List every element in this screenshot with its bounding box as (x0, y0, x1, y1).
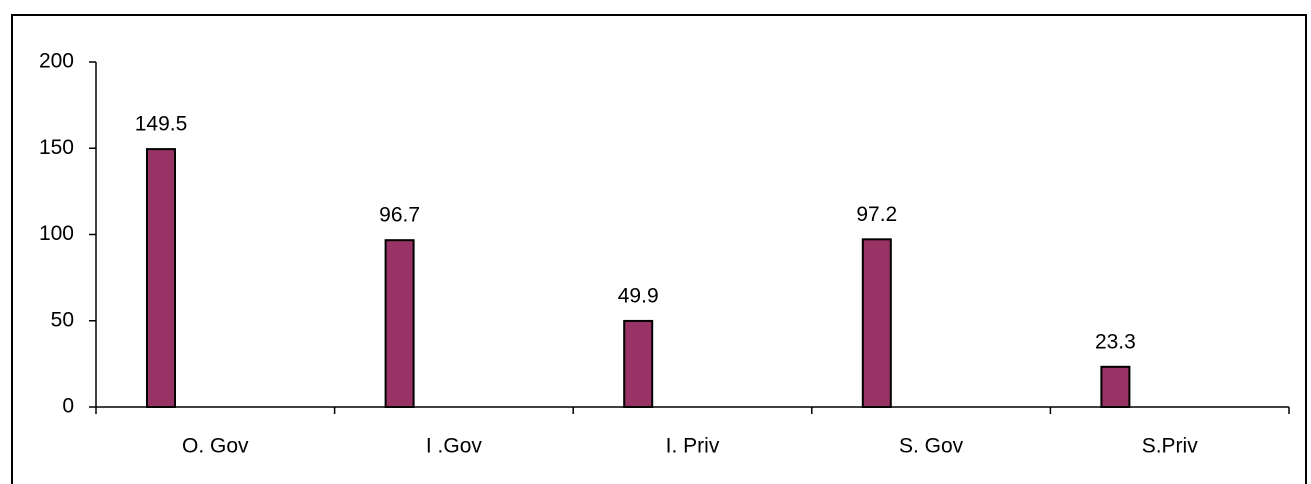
y-tick-label: 200 (39, 50, 74, 73)
bar (146, 148, 176, 409)
data-label: 49.9 (618, 284, 659, 307)
y-tick-label: 50 (51, 308, 74, 331)
chart-frame (11, 14, 1307, 484)
x-tick-label: S.Priv (1142, 435, 1199, 458)
x-tick-label: S. Gov (899, 435, 964, 458)
data-label: 149.5 (135, 113, 188, 136)
bar (623, 319, 654, 408)
x-tick-label: O. Gov (182, 435, 249, 458)
y-tick-label: 0 (62, 395, 74, 418)
y-tick-label: 150 (39, 136, 74, 159)
x-tick-label: I .Gov (426, 435, 483, 458)
data-label: 97.2 (856, 203, 897, 226)
data-label: 23.3 (1095, 330, 1136, 353)
data-label: 96.7 (379, 204, 420, 227)
bar (861, 238, 892, 408)
bar (384, 239, 415, 408)
y-tick-label: 100 (39, 222, 74, 245)
x-tick-label: I. Priv (666, 435, 720, 458)
bar (1100, 365, 1131, 408)
